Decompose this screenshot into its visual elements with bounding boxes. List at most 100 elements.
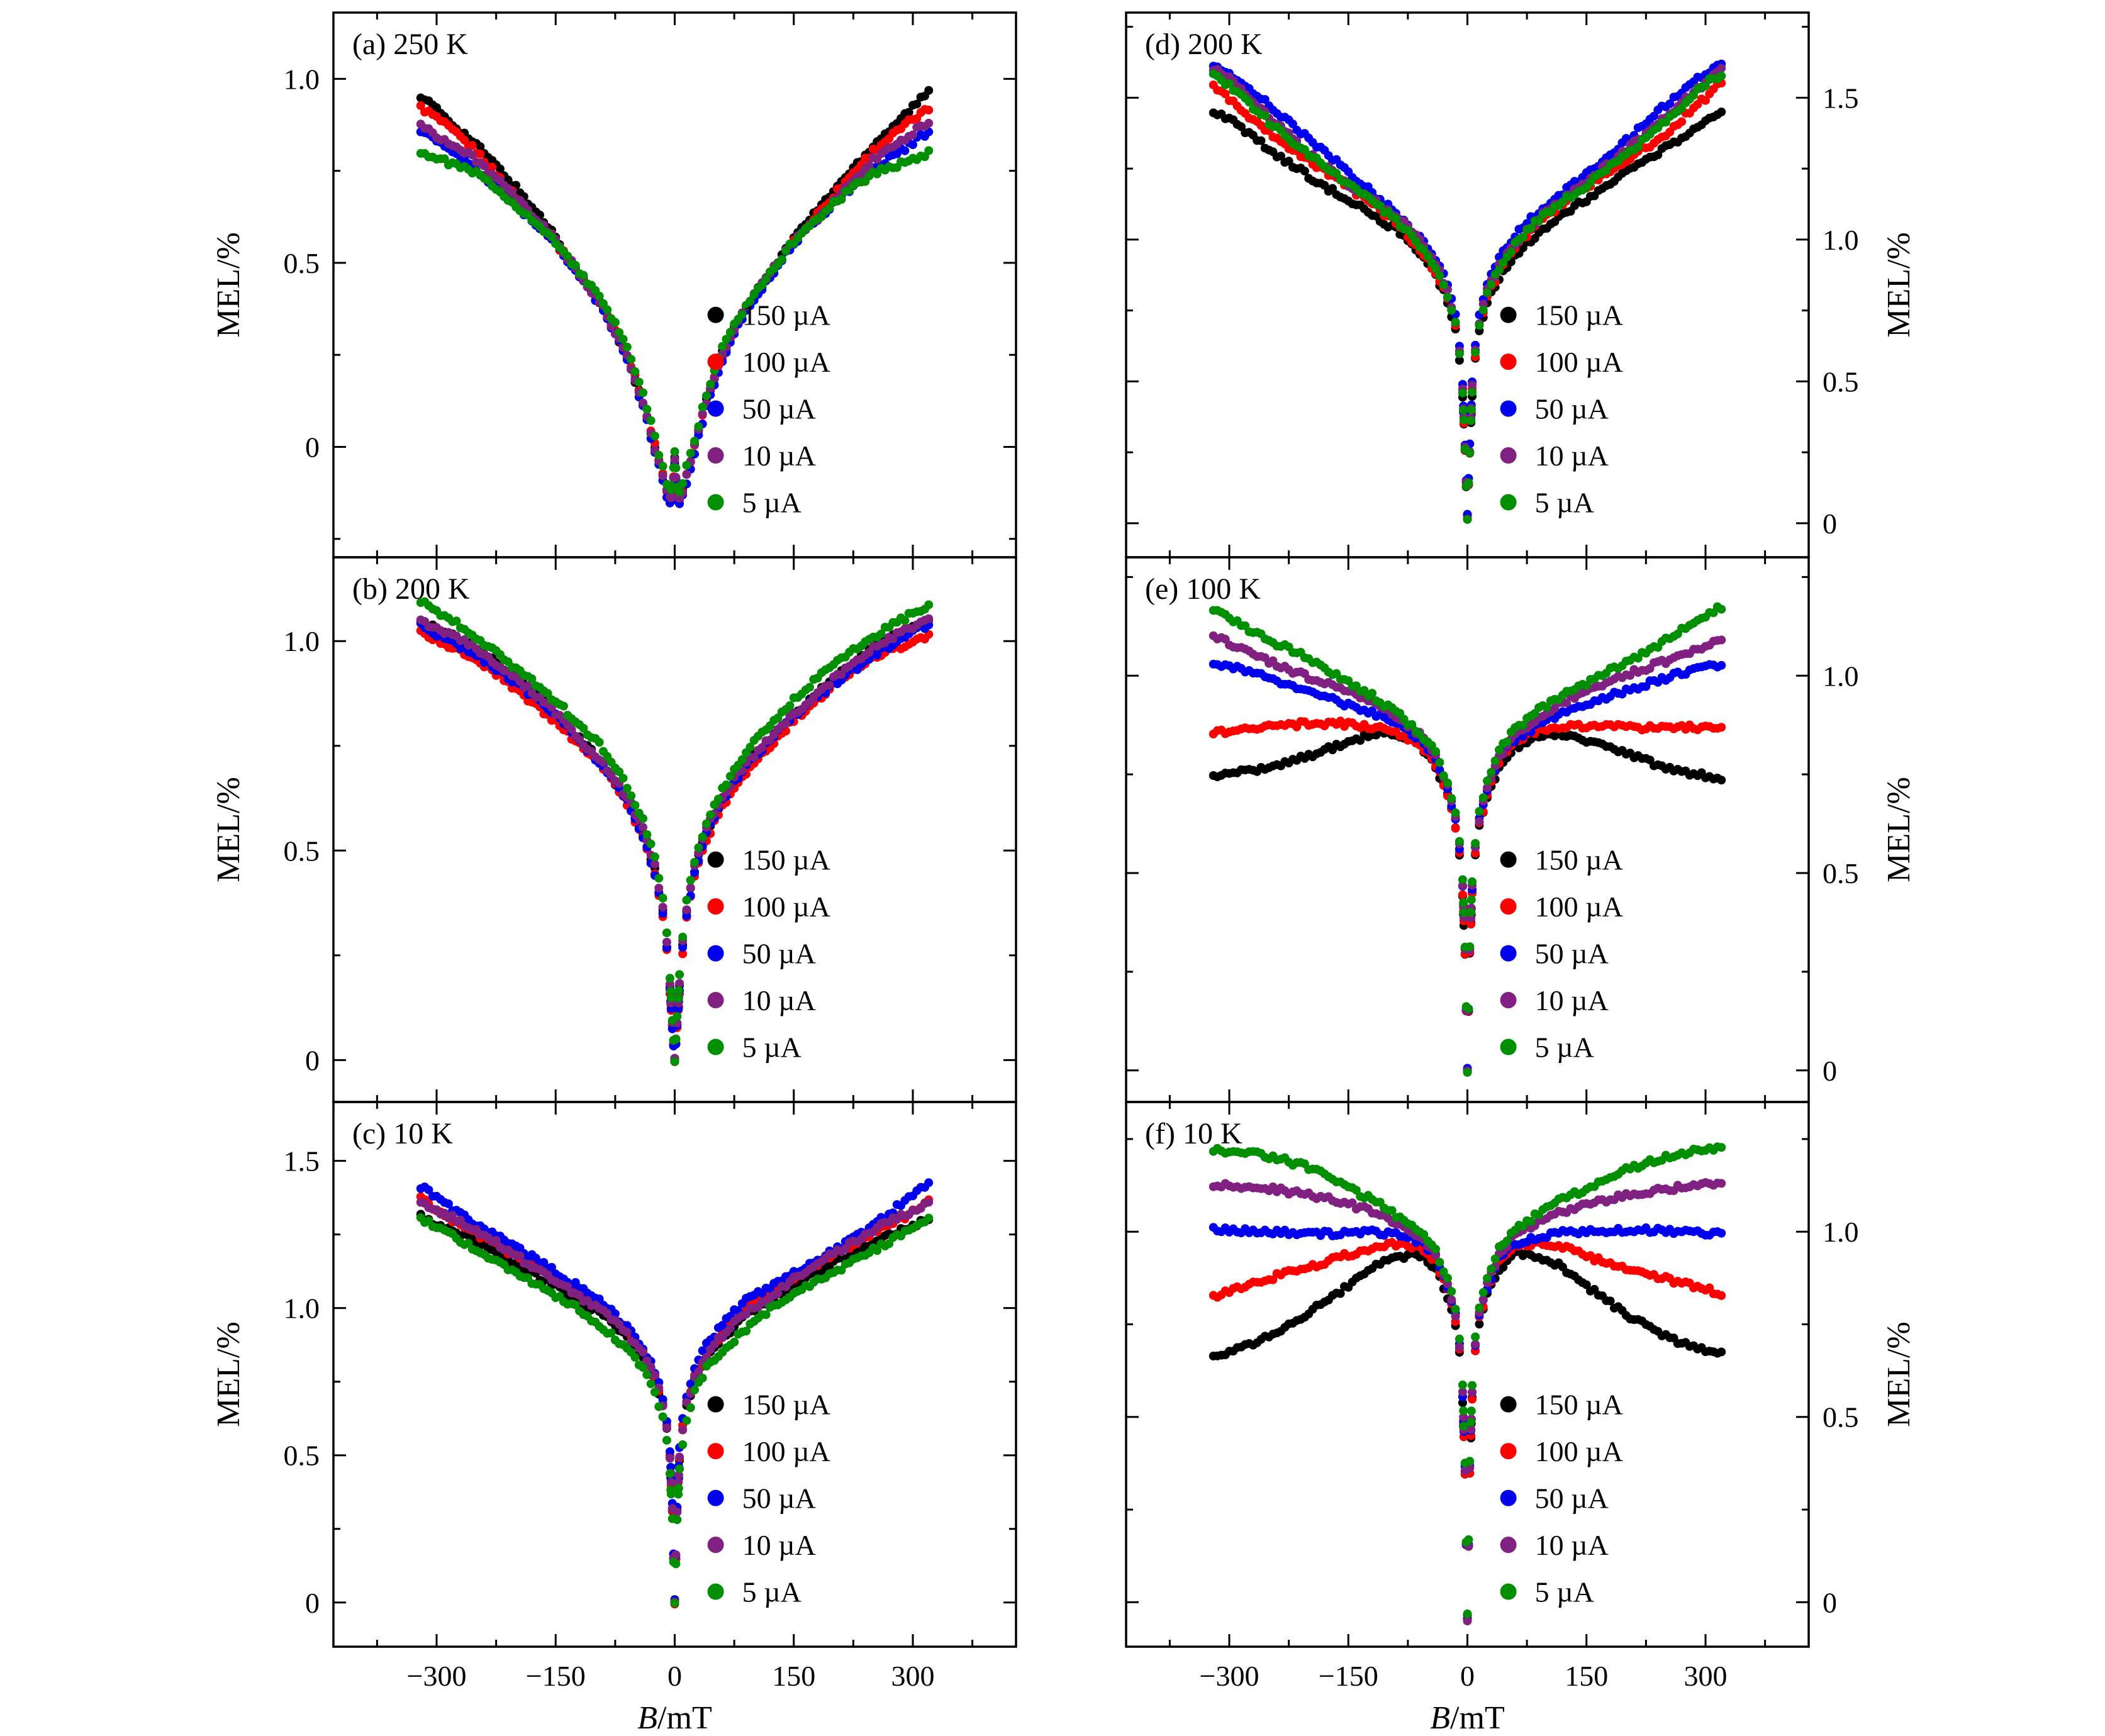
data-point	[1458, 890, 1467, 899]
data-point	[622, 784, 632, 793]
data-point	[1268, 1275, 1278, 1284]
data-point	[424, 1185, 433, 1194]
data-point	[654, 450, 664, 460]
data-point	[690, 867, 700, 877]
data-point	[1375, 201, 1385, 210]
y-tick-labels: 0 0.5 1.0	[284, 63, 320, 463]
data-point	[1717, 71, 1726, 81]
legend-marker-icon	[1500, 1038, 1517, 1055]
data-point	[761, 274, 771, 284]
series-10-µA	[416, 118, 934, 503]
data-point	[682, 470, 691, 479]
data-point	[1464, 1535, 1473, 1544]
data-point	[654, 874, 664, 883]
data-point	[1459, 415, 1468, 425]
data-point	[682, 1416, 691, 1425]
panel-label: (f) 10 K	[1145, 1117, 1242, 1150]
data-point	[1478, 1288, 1488, 1297]
data-point	[1431, 1244, 1441, 1254]
data-point	[924, 614, 934, 623]
legend-entry: 50 µA	[707, 938, 816, 970]
data-point	[1471, 348, 1480, 357]
data-point	[698, 832, 707, 842]
panel-label: (a) 250 K	[352, 28, 468, 61]
data-point	[1466, 908, 1476, 917]
data-point	[575, 735, 584, 744]
series-150-µA	[416, 1210, 934, 1605]
data-point	[1475, 816, 1484, 826]
data-point	[579, 723, 588, 733]
data-point	[1466, 1406, 1476, 1416]
data-point	[1468, 1394, 1477, 1404]
data-point	[1499, 1262, 1508, 1272]
data-point	[1451, 1311, 1460, 1321]
data-point	[1458, 1380, 1467, 1389]
legend-label: 150 µA	[742, 299, 830, 331]
axis-ticks	[1126, 557, 1809, 1102]
data-point	[1653, 150, 1663, 160]
data-point	[924, 1178, 934, 1188]
data-point	[618, 774, 628, 783]
axis-ticks	[333, 557, 1016, 1102]
data-point	[603, 305, 612, 314]
data-point	[777, 255, 786, 264]
x-tick-label: 300	[1683, 1660, 1727, 1692]
data-point	[671, 463, 681, 472]
data-point	[452, 616, 461, 626]
data-point	[646, 1362, 656, 1372]
legend-entry: 5 µA	[1500, 487, 1594, 519]
y-tick-label: 0	[1823, 1055, 1837, 1087]
data-point	[495, 164, 505, 174]
legend-marker-icon	[1500, 353, 1517, 370]
data-point	[1439, 280, 1448, 289]
axis-ticks	[1126, 1102, 1809, 1647]
legend-label: 50 µA	[1535, 1483, 1609, 1515]
data-point	[1451, 823, 1460, 833]
data-point	[1447, 306, 1456, 315]
data-point	[646, 416, 656, 425]
data-point	[912, 99, 922, 109]
data-point	[1717, 604, 1726, 614]
data-point	[1220, 89, 1230, 99]
data-point	[1276, 152, 1286, 161]
panel-b: 0 0.5 1.0 MEL/% (b) 200 K 150 µA 100 µA 50 µA 10…	[211, 556, 1017, 1103]
data-point	[678, 932, 688, 942]
data-point	[615, 328, 624, 337]
data-point	[1435, 758, 1444, 767]
x-tick-label: 0	[667, 1660, 682, 1692]
data-point	[666, 1489, 676, 1499]
legend-label: 50 µA	[1535, 393, 1609, 425]
data-point	[1478, 793, 1488, 803]
panel-label: (c) 10 K	[352, 1117, 453, 1150]
axis-ticks	[333, 13, 1016, 557]
data-point	[673, 1515, 682, 1525]
data-point	[665, 1447, 674, 1457]
legend: 150 µA 100 µA 50 µA 10 µA 5 µA	[707, 1389, 830, 1608]
y-tick-label: 0.5	[1823, 857, 1859, 889]
legend-entry: 150 µA	[707, 299, 830, 331]
data-point	[1407, 720, 1417, 729]
data-point	[665, 974, 674, 983]
data-point	[662, 1435, 671, 1445]
data-point	[1490, 756, 1500, 765]
data-point	[662, 928, 671, 938]
panel-e: 0 0.5 1.0 MEL/% (e) 100 K 150 µA 100 µA 50 µA 10…	[1125, 556, 1917, 1103]
data-point	[1483, 1274, 1492, 1283]
x-tick-label: −150	[526, 1660, 586, 1692]
legend-label: 100 µA	[742, 346, 830, 378]
x-tick-label: −300	[1200, 1660, 1259, 1692]
y-tick-label: 0.5	[284, 1440, 320, 1472]
data-point	[725, 328, 735, 337]
legend-entry: 150 µA	[707, 844, 830, 876]
legend-label: 50 µA	[742, 393, 816, 425]
data-point	[837, 194, 846, 204]
y-tick-label: 0.5	[1823, 1401, 1859, 1433]
data-point	[658, 903, 667, 912]
legend-entry: 10 µA	[1500, 440, 1609, 472]
data-point	[1605, 1296, 1615, 1306]
data-point	[567, 725, 576, 734]
legend-marker-icon	[1500, 992, 1517, 1009]
data-point	[678, 943, 688, 952]
legend-label: 50 µA	[1535, 938, 1609, 970]
data-point	[1328, 184, 1337, 193]
